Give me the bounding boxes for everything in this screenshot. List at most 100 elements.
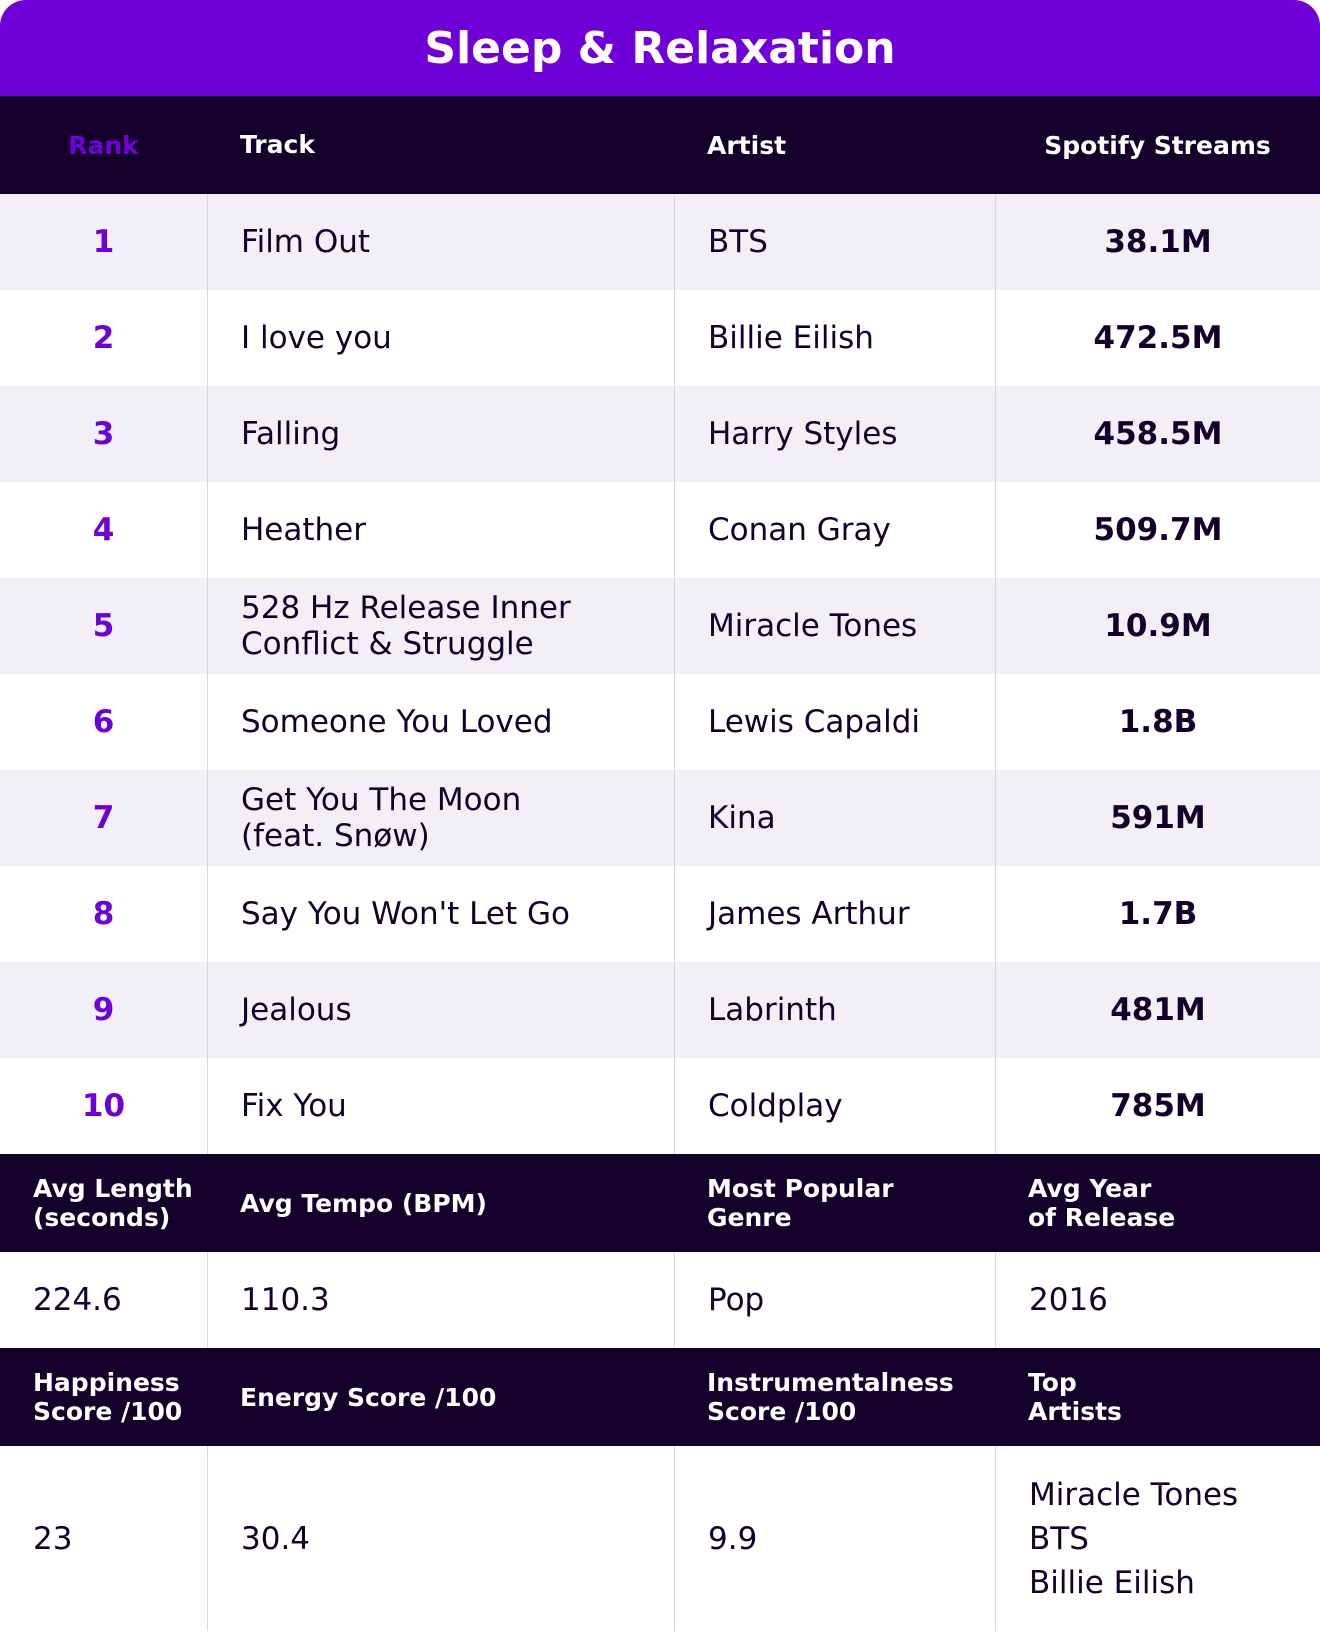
streams-cell: 785M [995, 1058, 1320, 1154]
header-text: Score /100 [33, 1397, 183, 1426]
rank-cell: 9 [0, 962, 207, 1058]
artist-text: Coldplay [708, 1088, 843, 1124]
value-text: 224.6 [33, 1282, 122, 1318]
streams-text: 1.7B [1118, 896, 1198, 932]
header-text: Energy Score /100 [240, 1382, 497, 1412]
column-header: Rank [0, 96, 207, 194]
streams-text: 472.5M [1093, 320, 1223, 356]
rank-text: 10 [81, 1088, 126, 1124]
value-text: 2016 [1029, 1282, 1108, 1318]
track-cell: Falling [207, 386, 674, 482]
value-text: 9.9 [708, 1520, 758, 1557]
artist-text: Lewis Capaldi [708, 704, 920, 740]
header-text: Most Popular [707, 1174, 894, 1203]
header-text: Genre [707, 1203, 792, 1232]
track-text: Jealous [241, 992, 352, 1028]
artist-text: Miracle Tones [708, 608, 918, 644]
streams-text: 10.9M [1104, 608, 1212, 644]
stat-header: Energy Score /100 [207, 1348, 674, 1446]
artist-text: Labrinth [708, 992, 837, 1028]
column-header: Spotify Streams [995, 96, 1320, 194]
value-text: Miracle Tones [1029, 1476, 1239, 1513]
artist-text: James Arthur [708, 896, 910, 932]
value-text: 30.4 [241, 1520, 311, 1557]
stat-value: 9.9 [674, 1446, 995, 1631]
artist-text: Kina [708, 800, 776, 836]
artist-text: Conan Gray [708, 512, 891, 548]
value-text: Pop [708, 1282, 765, 1318]
stat-header: Avg Year of Release [995, 1154, 1320, 1252]
header-text: Artists [1028, 1397, 1122, 1426]
stat-value: Miracle Tones BTS Billie Eilish [995, 1446, 1320, 1631]
stat-header: Happiness Score /100 [0, 1348, 207, 1446]
streams-text: 785M [1110, 1088, 1206, 1124]
track-text: Fix You [241, 1088, 347, 1124]
value-text: BTS [1029, 1520, 1089, 1557]
header-text: Avg Year [1028, 1174, 1152, 1203]
stat-header: Avg Tempo (BPM) [207, 1154, 674, 1252]
track-text: Heather [241, 512, 366, 548]
stat-value: 110.3 [207, 1252, 674, 1348]
track-cell: Say You Won't Let Go [207, 866, 674, 962]
artist-cell: Harry Styles [674, 386, 995, 482]
value-text: Billie Eilish [1029, 1564, 1195, 1601]
stat-header: Avg Length (seconds) [0, 1154, 207, 1252]
streams-cell: 38.1M [995, 194, 1320, 290]
rank-text: 2 [92, 320, 115, 356]
track-cell: Heather [207, 482, 674, 578]
streams-text: 38.1M [1104, 224, 1212, 260]
track-text: 528 Hz Release Inner Conflict & Struggle [241, 590, 571, 662]
value-text: 110.3 [241, 1282, 330, 1318]
streams-cell: 1.8B [995, 674, 1320, 770]
column-header: Track [207, 96, 674, 194]
streams-text: 458.5M [1093, 416, 1223, 452]
track-cell: Get You The Moon (feat. Snøw) [207, 770, 674, 866]
stat-header: Top Artists [995, 1348, 1320, 1446]
header-text: Score /100 [707, 1397, 857, 1426]
streams-text: 591M [1110, 800, 1206, 836]
rank-text: 4 [92, 512, 115, 548]
rank-cell: 8 [0, 866, 207, 962]
track-cell: I love you [207, 290, 674, 386]
track-text: Someone You Loved [241, 704, 553, 740]
artist-cell: BTS [674, 194, 995, 290]
artist-cell: Coldplay [674, 1058, 995, 1154]
rank-cell: 1 [0, 194, 207, 290]
track-text: Say You Won't Let Go [241, 896, 570, 932]
streams-cell: 10.9M [995, 578, 1320, 674]
artist-text: Billie Eilish [708, 320, 874, 356]
streams-text: 1.8B [1118, 704, 1198, 740]
header-text: Top [1028, 1368, 1077, 1397]
artist-cell: Kina [674, 770, 995, 866]
rank-cell: 3 [0, 386, 207, 482]
rank-text: 3 [92, 416, 115, 452]
stat-value: 30.4 [207, 1446, 674, 1631]
artist-cell: Billie Eilish [674, 290, 995, 386]
value-text: 23 [33, 1520, 73, 1557]
header-text: Rank [68, 130, 139, 160]
header-text: Artist [707, 130, 787, 160]
rank-cell: 10 [0, 1058, 207, 1154]
title: Sleep & Relaxation [0, 0, 1320, 96]
header-text: Instrumentalness [707, 1368, 954, 1397]
streams-cell: 591M [995, 770, 1320, 866]
rank-text: 9 [92, 992, 115, 1028]
column-header: Artist [674, 96, 995, 194]
track-cell: Jealous [207, 962, 674, 1058]
rank-cell: 4 [0, 482, 207, 578]
track-text: Get You The Moon (feat. Snøw) [241, 782, 522, 854]
rank-text: 5 [92, 608, 115, 644]
rank-cell: 2 [0, 290, 207, 386]
header-text: Track [240, 130, 315, 159]
rank-cell: 5 [0, 578, 207, 674]
header-text: (seconds) [33, 1203, 171, 1232]
artist-text: Harry Styles [708, 416, 898, 452]
streams-cell: 1.7B [995, 866, 1320, 962]
artist-cell: Miracle Tones [674, 578, 995, 674]
stat-header: Most Popular Genre [674, 1154, 995, 1252]
track-text: Film Out [241, 224, 371, 260]
stat-header: Instrumentalness Score /100 [674, 1348, 995, 1446]
track-cell: 528 Hz Release Inner Conflict & Struggle [207, 578, 674, 674]
rank-text: 6 [92, 704, 115, 740]
